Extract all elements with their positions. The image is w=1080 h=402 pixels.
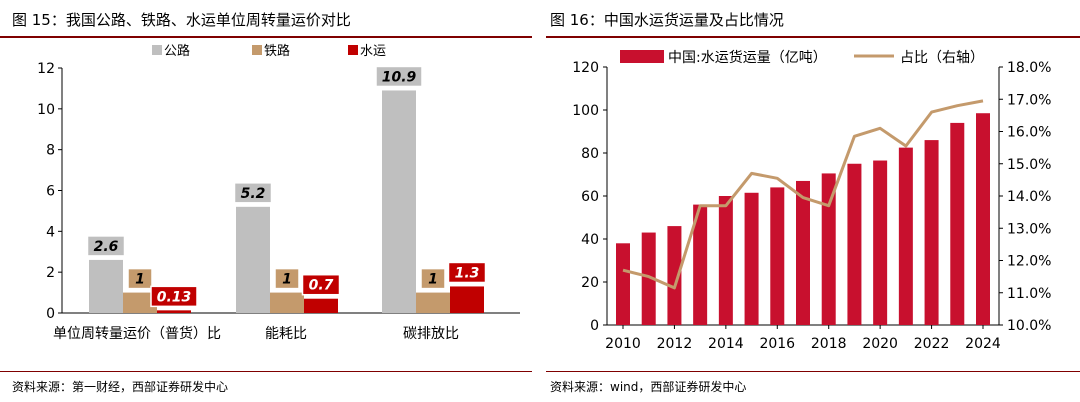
- x-tick-label: 2024: [965, 336, 1001, 352]
- bar-freight-volume: [718, 196, 733, 325]
- y-tick-right-label: 11.0%: [1007, 286, 1051, 302]
- y-tick-left-label: 60: [581, 189, 599, 205]
- legend-swatch: [152, 45, 162, 55]
- y-tick-label: 6: [46, 184, 55, 200]
- bar-freight-volume: [616, 243, 630, 325]
- data-label-box: [233, 182, 273, 204]
- y-tick-label: 8: [46, 143, 55, 159]
- figure-title-right: 图 16：中国水运货运量及占比情况: [550, 11, 784, 29]
- data-label: 0.13: [157, 289, 192, 305]
- data-label: 2.6: [94, 239, 119, 255]
- bar-road: [382, 90, 416, 313]
- data-label: 1: [282, 272, 292, 288]
- data-label-box: [86, 235, 126, 257]
- bar-freight-volume: [847, 163, 862, 325]
- chart-panel-right: 图 16：中国水运货运量及占比情况 0 20 40 60 80 100 120 10.0% 11…: [546, 0, 1080, 402]
- title-rule-right: [546, 36, 1080, 38]
- legend-label: 铁路: [264, 43, 290, 59]
- bar-freight-volume: [770, 187, 785, 325]
- y-tick-left-label: 80: [581, 146, 599, 162]
- bar-water: [304, 298, 338, 313]
- x-category-label: 能耗比: [265, 326, 307, 342]
- y-tick-right-label: 14.0%: [1007, 189, 1051, 205]
- bar-freight-volume: [898, 147, 913, 325]
- bar-freight-volume: [641, 232, 656, 325]
- bar-freight-volume: [744, 192, 759, 325]
- y-tick-label: 2: [46, 265, 55, 281]
- y-tick-left-label: 0: [590, 318, 599, 334]
- legend-swatch-bar: [620, 50, 664, 63]
- data-label: 1: [428, 272, 438, 288]
- data-label-box: [301, 273, 341, 296]
- x-category-label: 单位周转量运价（普货）比: [53, 325, 221, 342]
- data-label-box: [375, 65, 423, 88]
- bar-freight-volume: [821, 173, 836, 325]
- bar-chart-transport-cost: 0 2 4 6 8 10 12 单位周转量运价（普货）比 2.6 1 0.13 能耗比 5.2 1 0.7 碳…: [37, 43, 520, 342]
- data-label-box: [127, 267, 153, 290]
- data-label: 0.7: [309, 278, 334, 294]
- data-label-box: [447, 261, 487, 284]
- legend-label-line: 占比（右轴）: [900, 50, 984, 66]
- legend-swatch: [348, 45, 358, 55]
- x-tick-label: 2018: [811, 336, 847, 352]
- data-label: 10.9: [382, 69, 417, 85]
- legend-swatch: [252, 45, 262, 55]
- chart-panel-left: 图 15：我国公路、铁路、水运单位周转量运价对比 0 2 4 6 8 10 12 单位周转量运…: [0, 0, 532, 402]
- figure-title-left: 图 15：我国公路、铁路、水运单位周转量运价对比: [12, 11, 351, 29]
- y-tick-label: 10: [37, 102, 55, 118]
- y-tick-right-label: 10.0%: [1007, 318, 1051, 334]
- line-share: [622, 99, 984, 290]
- y-tick-left-label: 100: [572, 103, 599, 119]
- bar-freight-volume: [950, 122, 965, 326]
- x-tick-label: 2014: [708, 336, 744, 352]
- bar-freight-volume: [873, 160, 888, 325]
- bar-freight-volume: [924, 140, 939, 325]
- bar-water: [450, 286, 484, 313]
- y-tick-label: 12: [37, 61, 55, 77]
- y-tick-label: 0: [46, 306, 55, 322]
- y-tick-right-label: 17.0%: [1007, 92, 1051, 108]
- y-tick-left-label: 120: [572, 60, 599, 76]
- bar-rail: [270, 292, 304, 313]
- bar-freight-volume: [976, 113, 990, 325]
- bar-freight-volume: [667, 226, 682, 325]
- y-tick-label: 4: [46, 224, 55, 240]
- bar-rail: [123, 292, 157, 313]
- y-tick-right-label: 16.0%: [1007, 125, 1051, 141]
- y-tick-right-label: 12.0%: [1007, 254, 1051, 270]
- bar-rail: [416, 292, 450, 313]
- data-label-box: [274, 267, 300, 290]
- legend-label: 水运: [360, 44, 386, 59]
- y-tick-right-label: 18.0%: [1007, 60, 1051, 76]
- source-note-right: 资料来源：wind，西部证券研发中心: [550, 380, 747, 394]
- legend-label-bar: 中国:水运货运量（亿吨）: [668, 49, 827, 66]
- legend-label: 公路: [164, 43, 190, 59]
- bar-road: [236, 206, 270, 313]
- x-tick-label: 2016: [759, 336, 795, 352]
- source-rule-left: [0, 371, 532, 372]
- bar-freight-volume: [693, 204, 708, 325]
- x-tick-label: 2012: [657, 336, 693, 352]
- x-tick-label: 2022: [914, 336, 950, 352]
- y-tick-right-label: 15.0%: [1007, 157, 1051, 173]
- source-note-left: 资料来源：第一财经，西部证券研发中心: [12, 380, 229, 394]
- data-label-box: [150, 285, 198, 308]
- data-label-box: [420, 267, 446, 290]
- data-label: 1.3: [455, 265, 480, 281]
- x-tick-label: 2020: [862, 336, 898, 352]
- y-tick-left-label: 40: [581, 232, 599, 248]
- y-tick-left-label: 20: [581, 275, 599, 291]
- data-label: 1: [135, 272, 145, 288]
- title-rule-left: [0, 36, 532, 38]
- x-category-label: 碳排放比: [403, 326, 459, 342]
- combo-chart-water-freight: 0 20 40 60 80 100 120 10.0% 11.0% 12.0% 13.0% 14.0%…: [572, 49, 1051, 352]
- source-rule-right: [546, 371, 1080, 372]
- bar-road: [89, 259, 123, 313]
- x-tick-label: 2010: [605, 336, 641, 352]
- bar-freight-volume: [796, 180, 810, 325]
- y-tick-right-label: 13.0%: [1007, 221, 1051, 237]
- bar-water: [157, 310, 191, 313]
- data-label: 5.2: [241, 186, 266, 202]
